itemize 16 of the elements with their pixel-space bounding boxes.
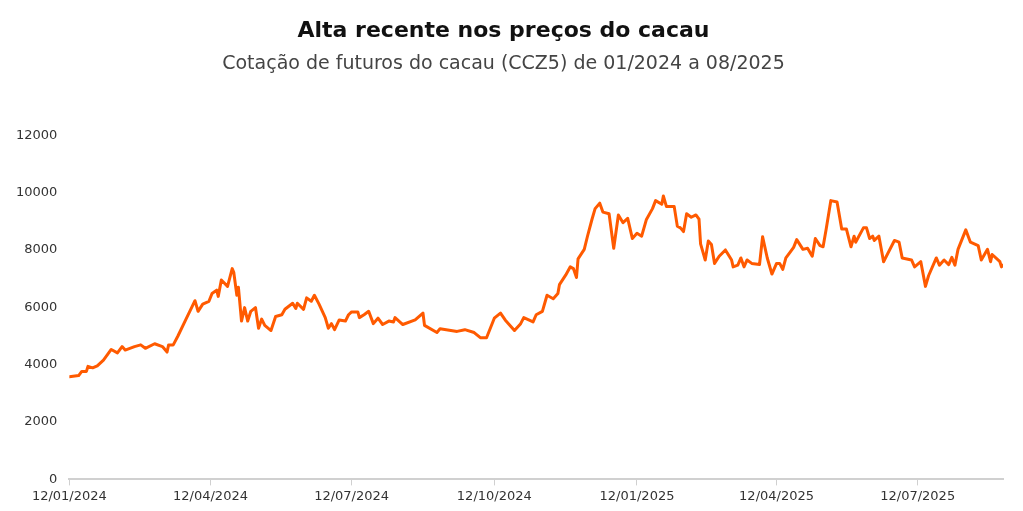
chart-subtitle: Cotação de futuros do cacau (CCZ5) de 01/2024 a 08/2025 [222, 50, 785, 73]
y-tick-label: 12000 [16, 126, 58, 142]
y-tick-label: 2000 [24, 413, 58, 429]
y-tick-label: 0 [49, 470, 58, 486]
x-tick-label: 12/04/2024 [173, 487, 248, 503]
y-tick-label: 4000 [24, 356, 58, 372]
y-tick-label: 10000 [16, 183, 58, 199]
x-tick-label: 12/07/2024 [314, 487, 390, 503]
x-tick-label: 12/10/2024 [456, 487, 532, 503]
x-tick-label: 12/07/2025 [880, 487, 956, 503]
chart-title: Alta recente nos preços do cacau [297, 16, 710, 42]
x-tick-label: 12/01/2024 [31, 487, 107, 503]
y-tick-label: 8000 [24, 241, 58, 257]
y-tick-label: 6000 [24, 298, 58, 314]
x-tick-label: 12/01/2025 [599, 487, 675, 503]
x-tick-label: 12/04/2025 [739, 487, 815, 503]
